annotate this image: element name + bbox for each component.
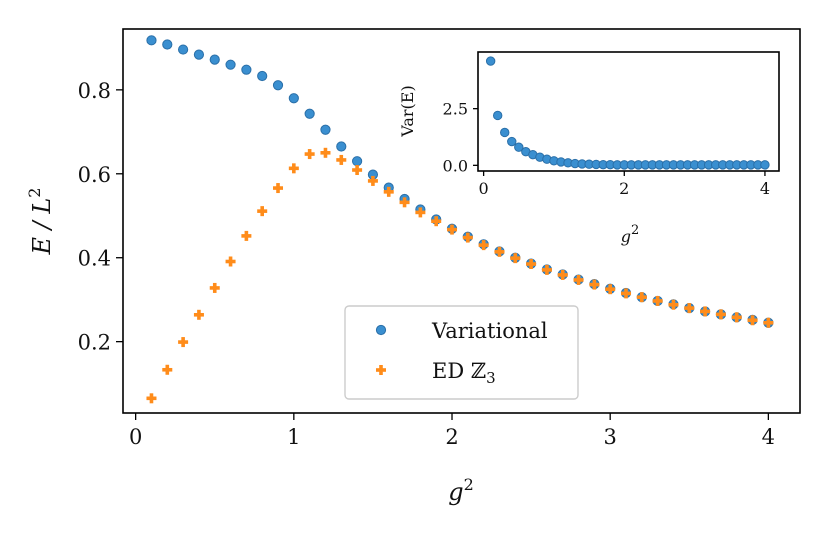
main-ed-3-point-29 (605, 284, 616, 295)
main-y-tick-label-2: 0.6 (78, 163, 111, 187)
main-ed-3-point-35 (700, 306, 711, 317)
main-ed-3-point-11 (320, 147, 331, 158)
main-variational-point-1 (162, 39, 173, 50)
main-x-tick-label-1: 1 (287, 425, 300, 449)
main-ed-3-point-21 (478, 240, 489, 251)
main-y-tick-label-1: 0.4 (78, 247, 111, 271)
main-ed-3-point-24 (526, 259, 537, 270)
main-x-tick-label-0: 0 (129, 425, 142, 449)
main-marks (146, 35, 774, 404)
main-ed-3-point-39 (763, 317, 774, 328)
main-ed-3-point-1 (162, 364, 173, 375)
inset-var-e--point-39 (760, 160, 770, 170)
main-x-tick-label-3: 3 (603, 425, 616, 449)
main-ed-3-point-15 (383, 186, 394, 197)
main-ed-3-point-17 (415, 207, 426, 218)
main-ed-3-point-27 (573, 274, 584, 285)
main-ed-3-point-34 (684, 303, 695, 314)
inset-var-e--point-3 (507, 136, 517, 147)
main-variational-point-10 (304, 108, 315, 119)
main-variational-point-9 (288, 93, 299, 104)
main-variational-point-7 (257, 70, 268, 82)
main-ed-3-point-16 (399, 197, 410, 208)
main-ed-3-point-0 (146, 393, 157, 404)
main-ed-3-point-32 (652, 295, 663, 306)
main-ticks: 0 1 2 3 4 0.2 0.4 0.6 0.8 (78, 79, 775, 449)
main-ed-3-point-28 (589, 279, 600, 290)
legend-variational-label: Variational (431, 319, 548, 343)
main-variational-point-4 (209, 54, 220, 65)
main-ed-3-point-20 (462, 232, 473, 243)
inset-var-e--point-4 (514, 142, 524, 152)
main-variational-point-2 (178, 44, 189, 55)
main-y-tick-label-0: 0.2 (78, 331, 111, 355)
inset-var-e--point-1 (492, 110, 503, 121)
main-ed-3-point-6 (241, 230, 252, 241)
main-variational-point-11 (320, 124, 331, 135)
main-variational-point-5 (225, 59, 236, 70)
main-ed-3-point-23 (510, 253, 521, 264)
main-variational-point-3 (193, 49, 205, 60)
main-x-tick-label-2: 2 (445, 425, 458, 449)
main-ed-3-point-26 (557, 269, 568, 280)
main-ed-3-point-33 (668, 299, 679, 310)
main-ed-3-point-25 (541, 264, 552, 275)
inset-x-tick-label-2: 4 (760, 179, 770, 198)
legend: Variational ED ℤ3 (344, 305, 579, 400)
inset-var-e--point-0 (485, 56, 496, 66)
main-variational-point-0 (146, 35, 157, 46)
inset-y-axis-label: Var(E) (398, 85, 417, 137)
main-ed-3-point-30 (621, 288, 632, 299)
main-ed-3-point-12 (336, 154, 347, 165)
inset-marks (485, 56, 770, 170)
legend-variational-marker (375, 324, 387, 336)
main-x-axis-label: g2 (448, 475, 474, 506)
main-ed-3-point-9 (288, 163, 299, 174)
main-ed-3-point-8 (273, 183, 284, 194)
main-ed-3-point-3 (193, 309, 204, 320)
inset-x-tick-label-0: 0 (479, 179, 489, 198)
main-ed-3-point-7 (257, 206, 268, 217)
main-ed-3-point-19 (447, 224, 458, 235)
main-variational-point-13 (352, 156, 363, 167)
legend-ed-label: ED ℤ3 (432, 359, 496, 387)
main-variational-point-6 (241, 64, 252, 75)
main-ed-3-point-5 (225, 256, 236, 267)
main-ed-3-point-18 (431, 216, 442, 227)
main-ed-3-point-2 (178, 337, 189, 348)
main-ed-3-point-37 (731, 312, 742, 323)
inset-var-e--point-2 (500, 127, 510, 138)
legend-ed-marker (376, 365, 386, 375)
main-ed-3-point-4 (209, 282, 220, 293)
legend-box (344, 305, 579, 400)
inset-y-tick-label-0: 0.0 (443, 156, 468, 175)
main-y-axis-label: E / L2 (25, 188, 56, 256)
main-y-tick-label-3: 0.8 (78, 79, 111, 103)
main-ed-3-point-22 (494, 246, 505, 257)
main-ed-3-point-36 (715, 309, 726, 320)
main-ed-3-point-38 (747, 315, 758, 326)
inset-x-tick-label-1: 2 (619, 179, 629, 198)
main-ed-3-point-14 (367, 175, 378, 186)
inset-ticks: 0 2 4 0.0 2.5 (443, 100, 770, 198)
main-ed-3-point-31 (636, 292, 647, 303)
main-variational-point-8 (272, 80, 284, 91)
main-ed-3-point-10 (304, 149, 315, 160)
main-ed-3-point-13 (352, 165, 363, 176)
main-x-tick-label-4: 4 (762, 425, 775, 449)
main-variational-point-12 (336, 141, 347, 152)
inset-y-tick-label-1: 2.5 (443, 100, 468, 119)
